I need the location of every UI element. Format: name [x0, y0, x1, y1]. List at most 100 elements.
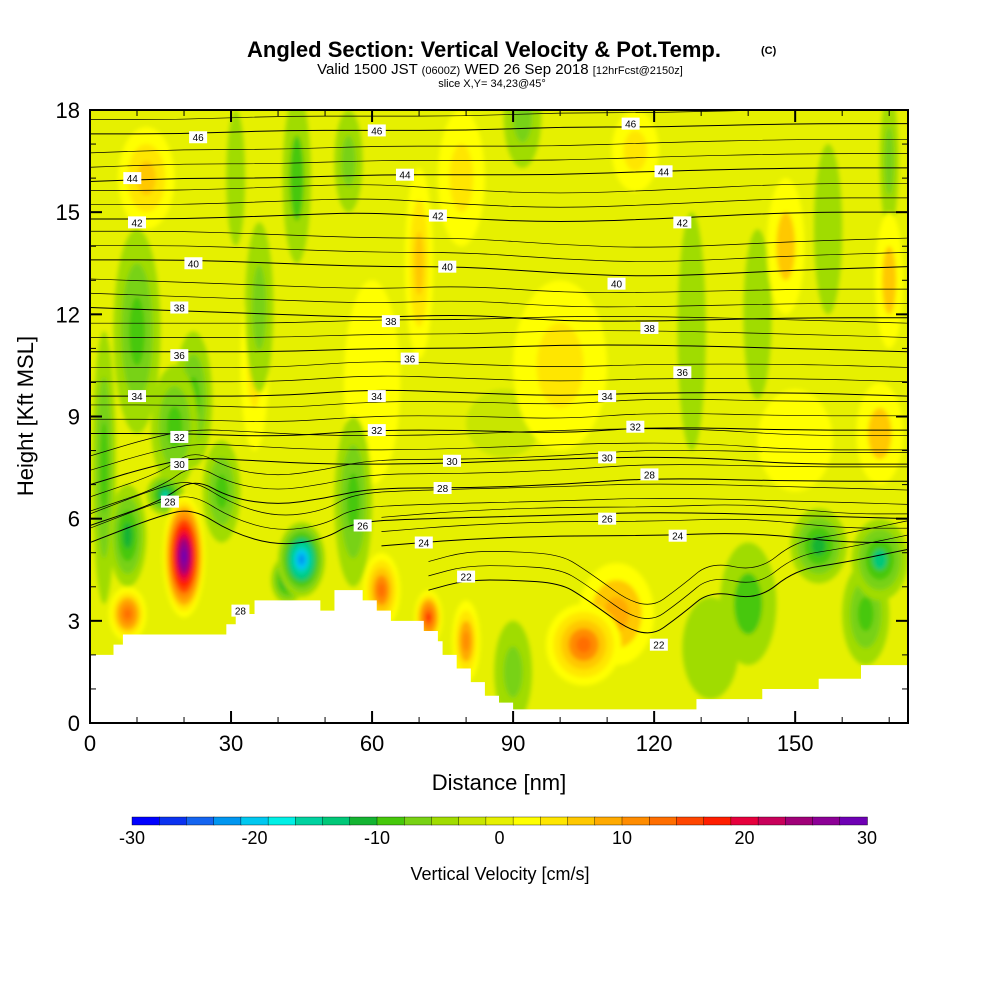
theta-contour-minor	[90, 230, 908, 248]
contour-label-box	[414, 536, 433, 549]
contour-label-text: 26	[602, 515, 614, 526]
x-tick-label: 30	[219, 731, 243, 756]
contour-label-box	[170, 458, 189, 471]
velocity-band	[129, 297, 145, 366]
theta-contour-minor	[90, 197, 908, 208]
colorbar-swatch	[757, 816, 787, 826]
theta-contour-minor	[90, 413, 908, 422]
velocity-cell	[108, 484, 147, 587]
subtitle-forecast: [12hrFcst@2150z]	[593, 65, 683, 77]
contour-label-text: 30	[602, 453, 614, 464]
contour-label-text: 22	[653, 641, 665, 652]
contour-label: 40	[438, 260, 457, 274]
contour-label-text: 34	[371, 392, 383, 403]
contour-label-text: 28	[644, 470, 656, 481]
theta-contour-46	[90, 123, 908, 135]
velocity-band	[414, 231, 424, 296]
velocity-band	[811, 536, 826, 556]
velocity-band	[449, 144, 474, 213]
contour-label-text: 34	[131, 392, 143, 403]
subtitle-date: WED 26 Sep 2018	[460, 61, 593, 78]
velocity-cell	[437, 110, 485, 247]
contour-label-box	[621, 117, 640, 130]
y-tick-label: 12	[56, 302, 80, 327]
contour-label-text: 42	[432, 212, 444, 223]
contour-label: 28	[231, 604, 250, 618]
contour-label-box	[353, 519, 372, 532]
contour-label-box	[381, 315, 400, 328]
contour-label-box	[170, 301, 189, 314]
velocity-cell	[334, 416, 373, 587]
contour-label-box	[128, 390, 147, 403]
colorbar-swatch	[730, 816, 759, 826]
contour-label: 22	[457, 570, 476, 584]
contour-label-text: 30	[174, 460, 186, 471]
colorbar-tick-label: -20	[241, 828, 267, 848]
contour-label-box	[457, 570, 476, 583]
theta-contour-minor	[90, 361, 908, 368]
contour-label-box	[189, 131, 208, 144]
velocity-cell	[790, 508, 847, 584]
velocity-band	[734, 573, 763, 635]
velocity-band	[252, 264, 267, 351]
x-axis-label: Distance [nm]	[432, 770, 567, 795]
contour-label-box	[428, 209, 447, 222]
colorbar-swatch	[458, 816, 487, 826]
contour-label-text: 28	[235, 607, 247, 618]
contour-label: 24	[414, 536, 433, 550]
theta-contour-minor	[90, 398, 908, 408]
contour-label-text: 32	[174, 433, 186, 444]
contour-label-box	[673, 216, 692, 229]
velocity-cell	[162, 494, 206, 618]
contour-label-box	[626, 420, 645, 433]
contour-label: 34	[367, 390, 386, 403]
velocity-band	[872, 549, 887, 570]
contour-label-box	[598, 512, 617, 525]
contour-label-box	[640, 468, 659, 481]
theta-contour-minor	[428, 534, 908, 619]
colorbar-swatch	[512, 816, 542, 826]
contour-label-text: 46	[625, 120, 637, 131]
colorbar-swatch	[213, 816, 242, 826]
colorbar-swatch	[404, 816, 433, 826]
x-tick-label: 60	[360, 731, 384, 756]
theta-contour-minor	[90, 330, 908, 338]
velocity-band	[576, 636, 592, 653]
velocity-band	[123, 608, 132, 620]
contour-label: 34	[598, 390, 617, 403]
y-tick-label: 0	[68, 711, 80, 736]
colorbar-tick-label: 10	[612, 828, 632, 848]
contour-label-box	[400, 352, 419, 365]
velocity-cell	[757, 389, 833, 492]
velocity-cell	[813, 144, 843, 315]
velocity-band	[623, 130, 648, 172]
contour-label: 24	[668, 529, 687, 543]
theta-contour-28	[90, 478, 908, 526]
velocity-band	[513, 110, 532, 143]
contour-label: 46	[621, 117, 640, 131]
contour-label-box	[654, 165, 673, 178]
x-tick-label: 90	[501, 731, 525, 756]
velocity-band	[215, 474, 228, 509]
contour-label: 44	[123, 172, 142, 185]
theta-contour-minor	[90, 375, 908, 383]
theta-contour-minor	[90, 292, 908, 308]
x-axis: 0 30 60 90 120 150	[84, 110, 890, 756]
contour-label-box	[598, 390, 617, 403]
velocity-band	[757, 389, 833, 492]
contour-label-box	[128, 216, 147, 229]
contour-label: 36	[170, 349, 189, 362]
velocity-band	[289, 135, 304, 221]
y-axis-label: Height [Kft MSL]	[13, 336, 38, 496]
contour-label-text: 30	[446, 457, 458, 468]
colorbar-tick-label: 20	[734, 828, 754, 848]
contour-label: 28	[640, 468, 659, 481]
theta-contour-34	[90, 389, 908, 397]
velocity-band	[181, 549, 187, 563]
contour-label: 42	[673, 216, 692, 229]
contour-label-box	[607, 277, 626, 290]
chart-subtitle: Valid 1500 JST (0600Z) WED 26 Sep 2018 […	[317, 61, 683, 78]
theta-contour-minor	[90, 138, 908, 154]
contour-label-text: 40	[442, 263, 454, 274]
